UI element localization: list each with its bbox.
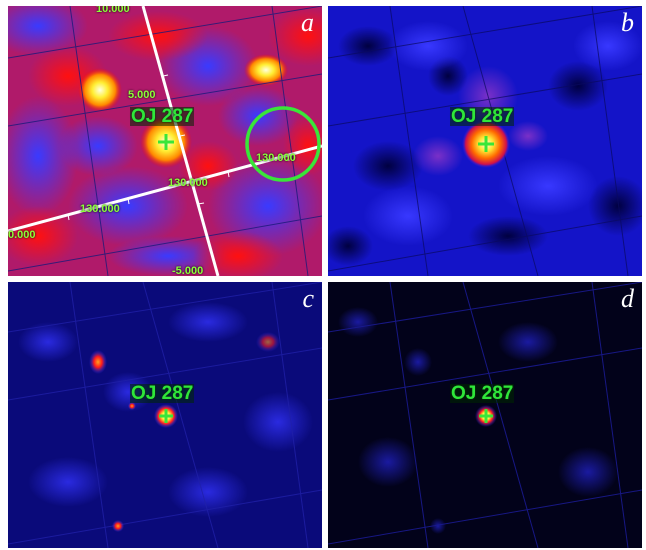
panel-d-skymap: d OJ 287 (328, 282, 642, 548)
panel-a-letter: a (301, 8, 314, 37)
panel-c-image (8, 282, 322, 548)
panel-c-secondary-source (89, 350, 107, 374)
panel-a-source-marker (158, 134, 174, 150)
panel-a-skymap: a OJ 287 10.000 5.000 -5.000 130.000 130… (8, 6, 322, 276)
panel-a-axis-ticks (67, 74, 290, 221)
panel-a-coordinate-grid (8, 6, 322, 276)
ra-label-3: 130.000 (256, 152, 296, 164)
dec-label-mid: 5.000 (128, 89, 156, 101)
panel-c-source-label: OJ 287 (130, 383, 195, 404)
dec-label-bottom: -5.000 (172, 265, 204, 277)
panel-b-image (328, 6, 642, 276)
panel-c-letter: c (302, 284, 314, 313)
panel-d-coordinate-grid (328, 282, 642, 548)
panel-c-skymap: c OJ 287 (8, 282, 322, 548)
panel-d-image (328, 282, 642, 548)
panel-d-source-marker (479, 409, 493, 423)
panel-a-red-blobs (8, 6, 322, 276)
dec-label-top: 10.000 (96, 6, 130, 15)
panel-c-coordinate-grid (8, 282, 322, 548)
panel-b-skymap: b OJ 287 (328, 6, 642, 276)
panel-d-noise (338, 307, 618, 534)
panel-b-noise-dark (328, 26, 642, 266)
ra-label-1: 130.000 (80, 203, 120, 215)
panel-b-letter: b (621, 8, 634, 37)
panel-b-coordinate-grid (328, 6, 642, 276)
panel-a-background-region-circle (245, 106, 321, 182)
panel-a-axes (8, 6, 322, 276)
panel-a-secondary-source (78, 68, 122, 112)
panel-d-letter: d (621, 284, 634, 313)
panel-b-source-label: OJ 287 (450, 106, 515, 127)
panel-a-blue-blobs (8, 6, 322, 276)
panel-b-source-marker (478, 136, 494, 152)
panel-c-source-marker (159, 409, 173, 423)
panel-d-source-label: OJ 287 (450, 383, 515, 404)
panel-a-source-label: OJ 287 (130, 106, 195, 127)
ra-label-left: 0.000 (8, 229, 36, 241)
panel-a-image (8, 6, 322, 276)
panel-c-noise (18, 302, 313, 517)
ra-label-2: 130.000 (168, 177, 208, 189)
